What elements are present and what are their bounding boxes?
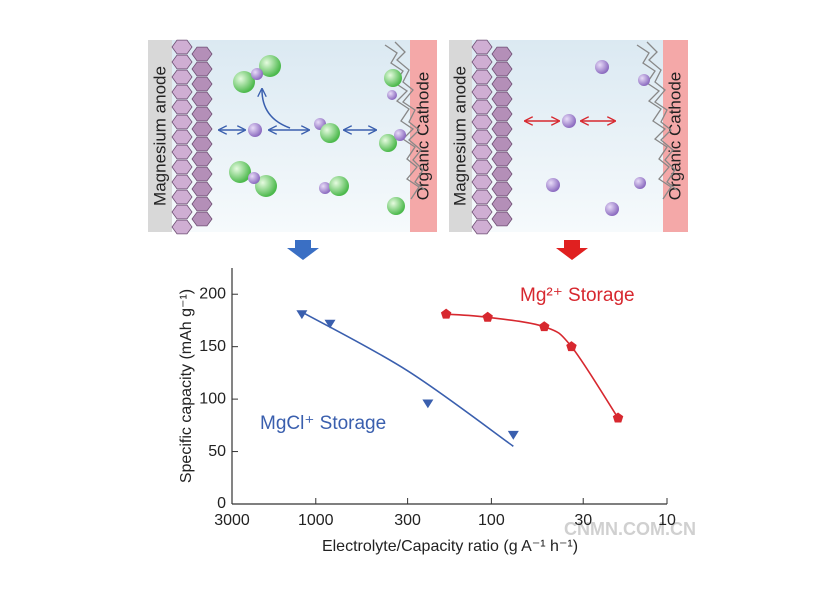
y-tick-label: 150 [199, 338, 226, 355]
hexagon [191, 91, 213, 107]
y-tick-label: 0 [217, 495, 226, 512]
hexagon [171, 54, 193, 70]
hexagon [471, 84, 493, 100]
hexagon [171, 219, 193, 235]
hexagon [191, 121, 213, 137]
hexagon [491, 181, 513, 197]
y-tick-label: 100 [199, 390, 226, 407]
anode-label: Magnesium anode [150, 66, 169, 206]
cathode-label: Organic Cathode [413, 72, 432, 201]
ions [229, 55, 650, 216]
hexagon [491, 151, 513, 167]
schematic: Magnesium anode Organic Cathode Magnesiu… [148, 39, 688, 260]
hexagon [471, 219, 493, 235]
y-tick-label: 50 [208, 443, 226, 460]
hexagon [491, 166, 513, 182]
hexagon [491, 196, 513, 212]
x-tick-label: 3000 [214, 512, 250, 529]
cathode-lattice [384, 41, 678, 200]
x-tick-label: 300 [394, 512, 421, 529]
y-axis-title: Specific capacity (mAh g⁻¹) [178, 289, 195, 483]
x-tick-label: 30 [574, 512, 592, 529]
hexagon [471, 174, 493, 190]
data-point [296, 310, 308, 320]
hexagon [171, 144, 193, 160]
cathode-label: Organic Cathode [665, 72, 684, 201]
hexagon [471, 114, 493, 130]
series-line [446, 313, 619, 419]
down-arrow [287, 240, 319, 260]
x-tick-label: 10 [658, 512, 676, 529]
hexagon [491, 211, 513, 227]
hexagon [191, 196, 213, 212]
data-point [612, 412, 624, 423]
anode-bar [148, 40, 172, 232]
y-tick-label: 200 [199, 285, 226, 302]
hexagon [171, 204, 193, 220]
hexagon [471, 99, 493, 115]
x-tick-label: 1000 [298, 512, 334, 529]
hexagon [471, 129, 493, 145]
hexagon [191, 61, 213, 77]
data-point [507, 430, 519, 440]
hexagon [491, 121, 513, 137]
data-point [422, 399, 434, 409]
hexagon [191, 211, 213, 227]
hexagon [171, 114, 193, 130]
hexagon [191, 166, 213, 182]
anode-label: Magnesium anode [450, 66, 469, 206]
annotation: Mg²⁺ Storage [520, 285, 635, 306]
hexagon [491, 46, 513, 62]
hexagon [191, 106, 213, 122]
hexagon [171, 99, 193, 115]
cathode-bar [663, 40, 688, 232]
hexagon [491, 76, 513, 92]
data-point [482, 311, 493, 322]
fit-line [301, 311, 514, 447]
hexagon [491, 91, 513, 107]
anode-bar [449, 40, 472, 232]
hexagon [171, 174, 193, 190]
hexagon [471, 159, 493, 175]
hexagon [191, 151, 213, 167]
hexagon [471, 189, 493, 205]
watermark: CNMN.COM.CN [564, 519, 696, 539]
hexagon [191, 46, 213, 62]
hexagon [471, 204, 493, 220]
hexagon [171, 129, 193, 145]
data-point [440, 308, 452, 319]
hexagon [491, 61, 513, 77]
down-arrow [556, 240, 588, 260]
hexagon [171, 84, 193, 100]
data-point [566, 341, 577, 352]
hexagon [491, 106, 513, 122]
arrows [220, 90, 614, 130]
hexagon [171, 159, 193, 175]
data-point [324, 319, 336, 329]
hexagon [471, 144, 493, 160]
hexagon [171, 69, 193, 85]
hexagon [471, 54, 493, 70]
hexagon [491, 136, 513, 152]
hexagon [471, 39, 493, 55]
hexagon [191, 181, 213, 197]
x-axis-title: Electrolyte/Capacity ratio (g A⁻¹ h⁻¹) [322, 538, 578, 555]
hexagon [191, 136, 213, 152]
hexagon [191, 76, 213, 92]
hexagon [171, 39, 193, 55]
anode-lattice [171, 39, 513, 235]
x-tick-label: 100 [478, 512, 505, 529]
cathode-bar [410, 40, 437, 232]
hexagon [171, 189, 193, 205]
hexagon [471, 69, 493, 85]
data-point [539, 321, 550, 332]
annotation: MgCl⁺ Storage [260, 413, 386, 434]
